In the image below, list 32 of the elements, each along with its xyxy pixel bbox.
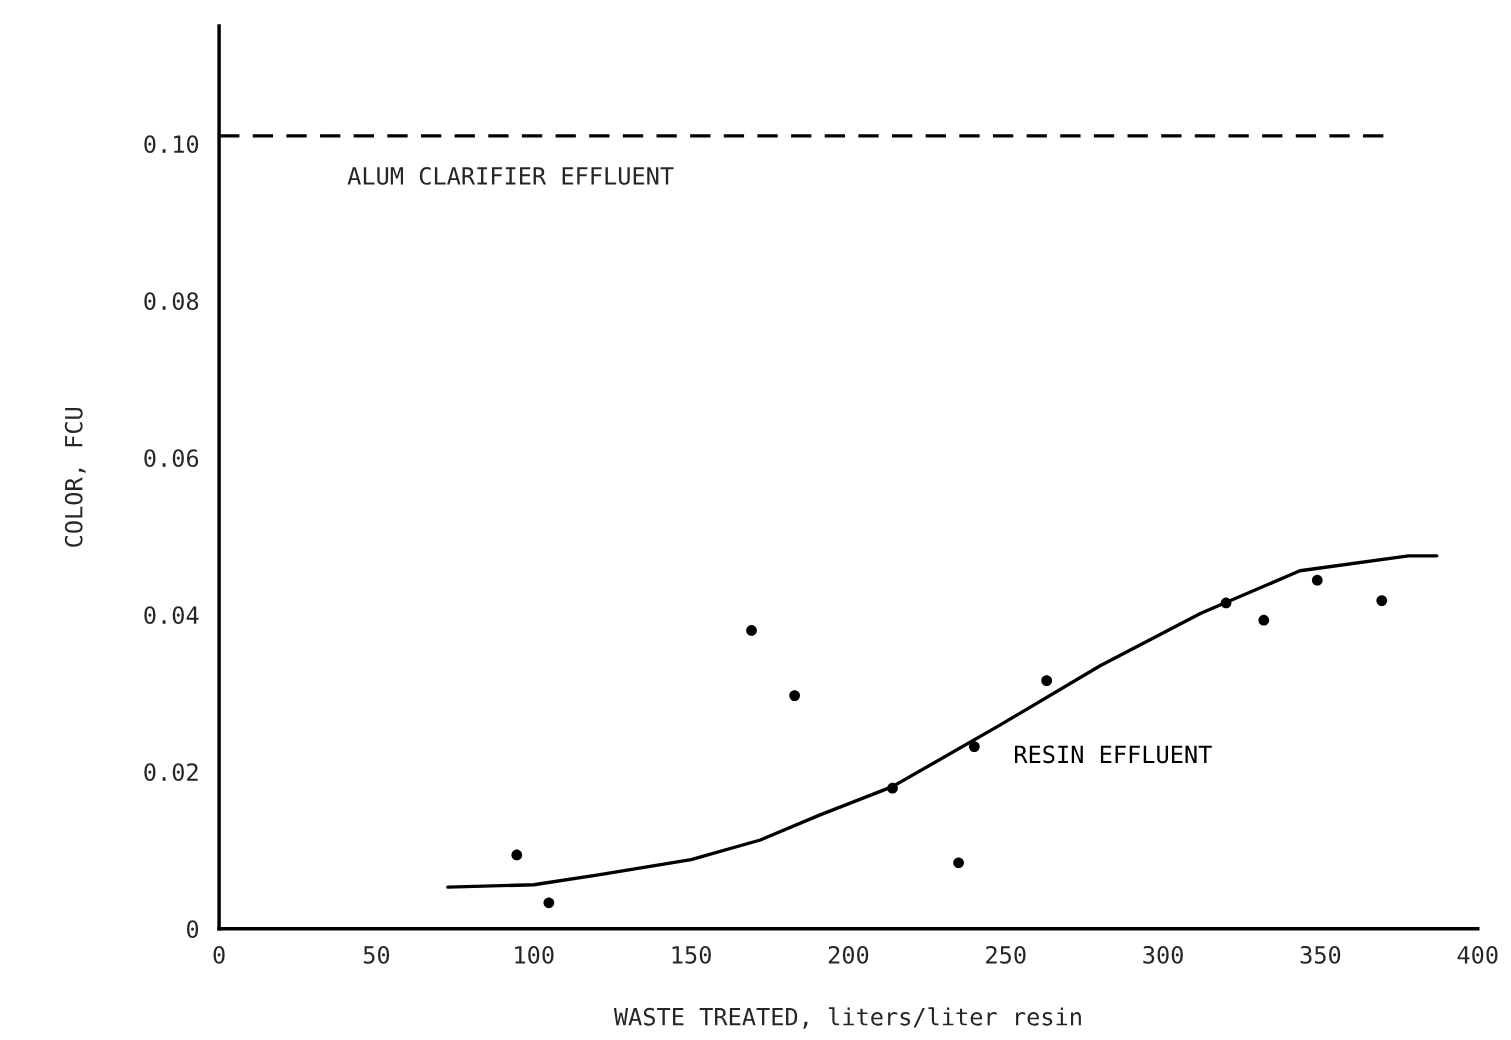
x-tick-label: 300 (1143, 945, 1183, 964)
y-tick-label: 0.10 (144, 135, 199, 154)
point (1258, 614, 1270, 626)
x-tick-label: 200 (828, 945, 869, 964)
point (543, 897, 555, 909)
point (968, 741, 980, 752)
y-tick-label: 0.08 (144, 292, 199, 311)
point (887, 782, 898, 794)
x-tick-label: 50 (363, 945, 390, 964)
point (1041, 675, 1053, 687)
x-tick-label: 350 (1300, 945, 1341, 964)
point (1220, 597, 1232, 609)
point (789, 690, 800, 701)
series-label: ALUM CLARIFIER EFFLUENT (347, 166, 674, 185)
point (953, 857, 964, 869)
x-tick-label: 150 (672, 945, 711, 964)
x-tick-label: 250 (986, 945, 1026, 964)
y-tick-label: 0.06 (144, 449, 199, 468)
line-series (446, 554, 1439, 889)
y-tick-label: 0.04 (144, 606, 199, 625)
series-label: RESIN EFFLUENT (1015, 745, 1212, 764)
x-tick-label: 400 (1457, 945, 1498, 964)
x-tick-label: 100 (515, 945, 554, 964)
y-tick-label: 0.02 (144, 763, 198, 782)
point (511, 849, 523, 861)
y-tick-label: 0 (186, 920, 199, 939)
point (746, 625, 757, 636)
point (1311, 574, 1323, 586)
x-tick-label: 0 (213, 945, 225, 964)
y-axis-title: COLOR, FCU (64, 407, 86, 547)
x-axis-title: WASTE TREATED, liters/liter resin (613, 1007, 1081, 1029)
point (1376, 595, 1388, 606)
